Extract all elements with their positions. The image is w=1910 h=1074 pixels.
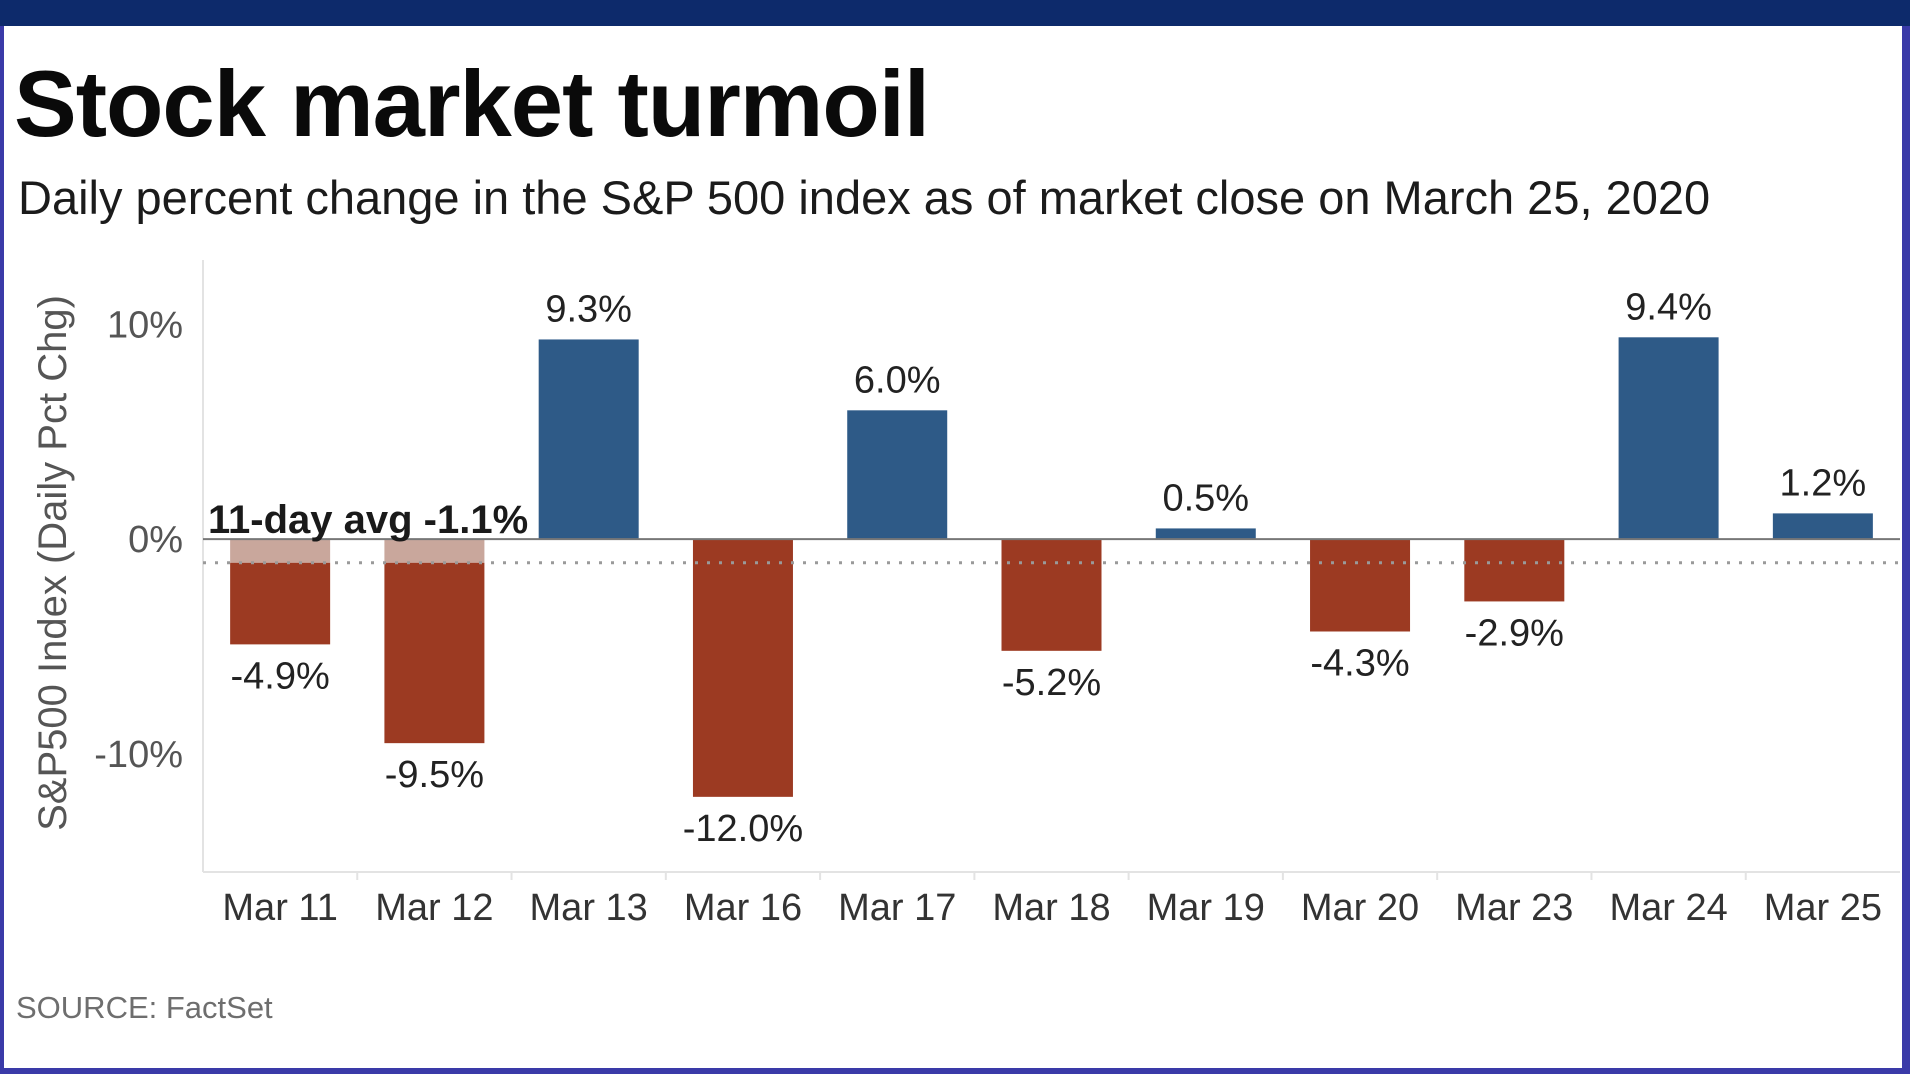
bars-group xyxy=(230,337,1873,797)
source-note: SOURCE: FactSet xyxy=(16,990,273,1025)
chart-title: Stock market turmoil xyxy=(14,51,930,156)
axis-frame xyxy=(202,260,1900,873)
bar xyxy=(1464,539,1565,602)
x-tick-label: Mar 18 xyxy=(992,887,1110,929)
x-tick-label: Mar 24 xyxy=(1609,887,1727,929)
bar-value-label: -5.2% xyxy=(1002,662,1101,704)
value-labels-group: -4.9% -9.5% 9.3% -12.0% 6.0% -5.2% 0.5% -4.3% -2… xyxy=(230,286,1866,850)
bar xyxy=(1772,513,1873,540)
chart-subtitle: Daily percent change in the S&P 500 inde… xyxy=(18,171,1711,224)
bar-value-label: 9.3% xyxy=(545,288,632,330)
average-band-group xyxy=(230,539,485,563)
top-border xyxy=(0,0,1910,26)
x-tick-label: Mar 11 xyxy=(222,887,337,929)
bar xyxy=(1155,528,1256,540)
average-band xyxy=(230,539,331,563)
x-tick-label: Mar 17 xyxy=(838,887,956,929)
average-label: 11-day avg -1.1% xyxy=(208,498,528,542)
x-ticks-group: Mar 11 Mar 12 Mar 13 Mar 16 Mar 17 Mar 18 Mar … xyxy=(222,872,1882,929)
bar-value-label: -2.9% xyxy=(1465,612,1564,654)
y-axis-title: S&P500 Index (Daily Pct Chg) xyxy=(31,295,75,831)
average-band xyxy=(384,539,485,563)
bar xyxy=(847,410,948,540)
bar-value-label: 0.5% xyxy=(1162,477,1249,519)
x-tick-label: Mar 13 xyxy=(530,887,648,929)
y-tick-label: 0% xyxy=(128,519,183,561)
bar xyxy=(538,339,639,540)
bar-value-label: -4.3% xyxy=(1310,642,1409,684)
bar xyxy=(1001,539,1102,651)
bar-value-label: -4.9% xyxy=(230,655,329,697)
x-tick-label: Mar 23 xyxy=(1455,887,1573,929)
bar-value-label: -9.5% xyxy=(385,754,484,796)
bar-value-label: 9.4% xyxy=(1625,286,1712,328)
bar-value-label: 1.2% xyxy=(1780,462,1867,504)
bar-value-label: -12.0% xyxy=(683,808,803,850)
y-tick-label: 10% xyxy=(107,304,183,346)
bar-value-label: 6.0% xyxy=(854,359,941,401)
x-tick-label: Mar 20 xyxy=(1301,887,1419,929)
y-ticks-group: 10% 0% -10% xyxy=(94,304,183,775)
bar xyxy=(230,562,331,645)
x-tick-label: Mar 16 xyxy=(684,887,802,929)
bar xyxy=(1618,337,1719,540)
y-axis-title-group: S&P500 Index (Daily Pct Chg) xyxy=(31,295,75,831)
bar xyxy=(692,539,793,797)
y-tick-label: -10% xyxy=(94,734,183,776)
x-tick-label: Mar 25 xyxy=(1764,887,1882,929)
x-tick-label: Mar 19 xyxy=(1147,887,1265,929)
x-tick-label: Mar 12 xyxy=(375,887,493,929)
bar xyxy=(1310,539,1411,632)
bar xyxy=(384,562,485,744)
